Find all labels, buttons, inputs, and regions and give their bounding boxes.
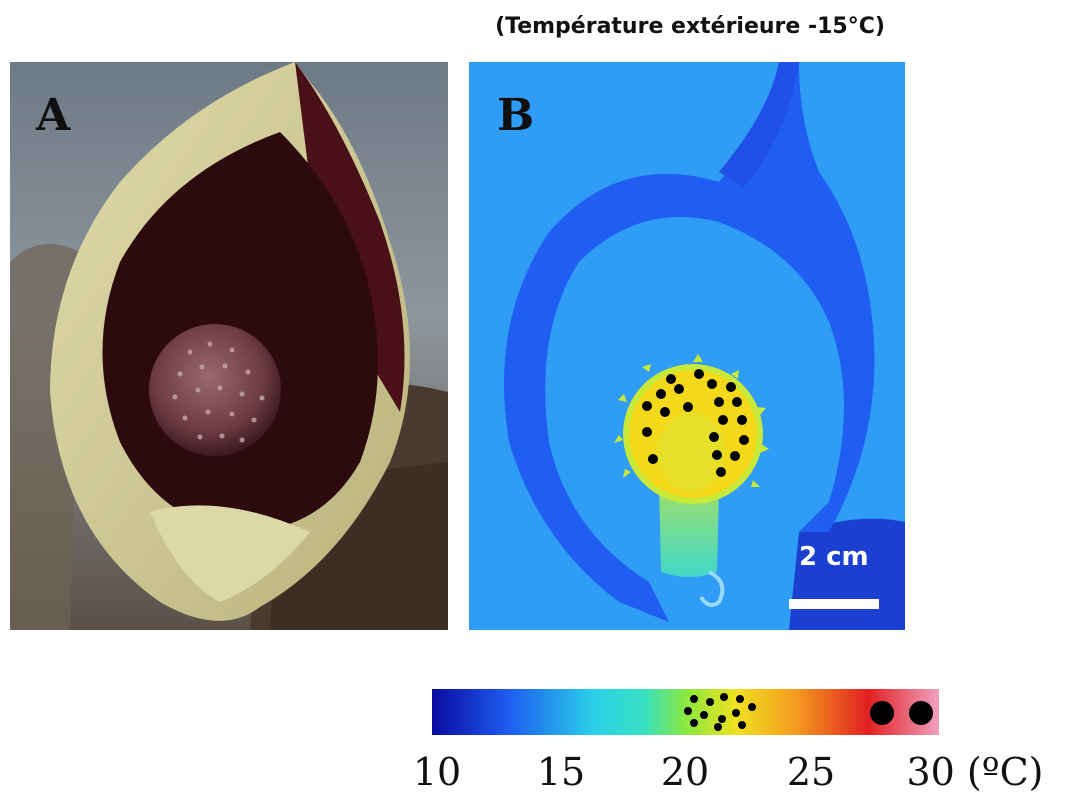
colorbar-tick-label: 15 (536, 750, 586, 794)
colorbar-ambient-dot (870, 701, 894, 725)
panel-label-a: A (36, 90, 71, 141)
colorbar-tick-label: 25 (786, 750, 836, 794)
figure-caption: (Température extérieure -15°C) (495, 14, 885, 39)
temperature-colorbar (432, 689, 939, 735)
colorbar-tick-label: 20 (660, 750, 710, 794)
thermal-image (469, 62, 905, 630)
panel-label-b: B (497, 90, 535, 141)
thermal-panel-b: B 2 cm (469, 62, 905, 630)
scale-bar (789, 599, 879, 609)
colorbar-ambient-dot (909, 701, 933, 725)
colorbar-tick-label: 10 (412, 750, 462, 794)
scale-bar-label: 2 cm (799, 542, 869, 572)
colorbar-tick-label: 30 (ºC) (906, 750, 1044, 794)
photo-panel-a: A (10, 62, 448, 630)
skunk-cabbage-photo (10, 62, 448, 630)
colorbar-spadix-dots (684, 693, 756, 731)
